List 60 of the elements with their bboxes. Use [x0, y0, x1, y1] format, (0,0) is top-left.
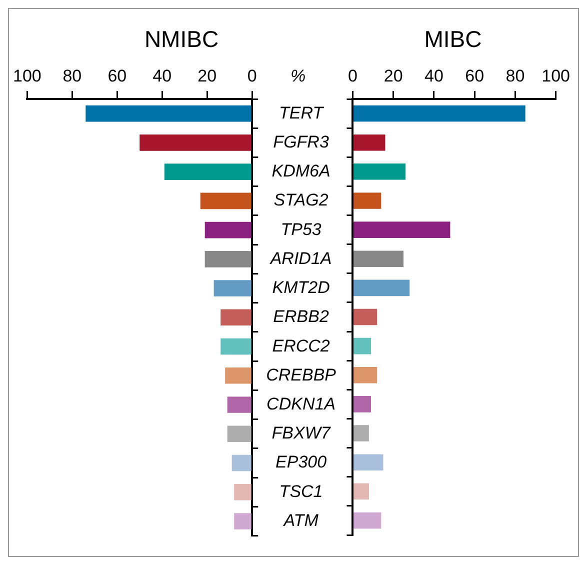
- x-tick-label: 0: [247, 66, 257, 86]
- bar: [232, 454, 252, 472]
- y-tick-label: STAG2: [274, 190, 329, 210]
- y-tick-label: FBXW7: [272, 424, 331, 443]
- bar: [220, 309, 252, 326]
- y-tick-label: TP53: [280, 220, 322, 239]
- bar: [200, 192, 252, 210]
- bar: [140, 134, 252, 151]
- bar: [164, 164, 252, 180]
- y-tick-label: ARID1A: [269, 248, 332, 268]
- bar: [220, 338, 252, 355]
- y-tick-label: ATM: [282, 510, 320, 530]
- bar: [86, 105, 252, 122]
- y-tick-label: CDKN1A: [266, 394, 336, 414]
- bar: [353, 338, 372, 354]
- x-tick-label: 40: [152, 66, 172, 86]
- x-tick-label: 0: [348, 66, 358, 86]
- bar: [353, 250, 404, 268]
- bar: [353, 164, 406, 180]
- x-tick-label: 60: [465, 66, 484, 86]
- bar: [353, 512, 382, 529]
- x-tick-label: 20: [198, 66, 217, 86]
- bar: [353, 280, 410, 296]
- bar: [353, 308, 378, 326]
- bar: [227, 396, 252, 413]
- x-tick-label: 60: [108, 66, 127, 86]
- bar: [234, 484, 252, 500]
- bar: [353, 222, 450, 238]
- x-tick-label: 100: [542, 66, 570, 86]
- bar: [204, 222, 252, 238]
- chart-title: NMIBC: [144, 26, 219, 52]
- bar: [353, 105, 526, 122]
- bar: [353, 134, 386, 151]
- x-tick-label: 100: [12, 66, 42, 86]
- x-tick-label: 80: [62, 66, 82, 86]
- y-tick-label: FGFR3: [273, 132, 330, 152]
- x-tick-label: 20: [384, 66, 403, 86]
- y-tick-label: ERBB2: [273, 307, 330, 326]
- bar: [353, 454, 384, 470]
- bar: [353, 366, 378, 384]
- x-tick-label: 80: [506, 66, 525, 86]
- chart-title: MIBC: [424, 26, 482, 52]
- y-tick-label: ERCC2: [272, 336, 330, 356]
- y-tick-label: TERT: [279, 103, 325, 122]
- bar: [225, 367, 252, 384]
- text: %: [290, 66, 306, 86]
- bar: [353, 396, 372, 412]
- bar: [204, 251, 252, 268]
- bar: [353, 425, 369, 442]
- bar: [214, 280, 252, 296]
- bar: [227, 426, 252, 442]
- y-tick-label: CREBBP: [266, 365, 337, 384]
- x-tick-label: 40: [424, 66, 444, 86]
- y-tick-label: TSC1: [279, 482, 323, 501]
- bar: [353, 192, 382, 209]
- y-tick-label: EP300: [276, 452, 328, 472]
- y-tick-label: KMT2D: [272, 278, 330, 298]
- bar: [353, 483, 369, 500]
- y-tick-label: KDM6A: [272, 162, 330, 181]
- bar: [234, 513, 252, 530]
